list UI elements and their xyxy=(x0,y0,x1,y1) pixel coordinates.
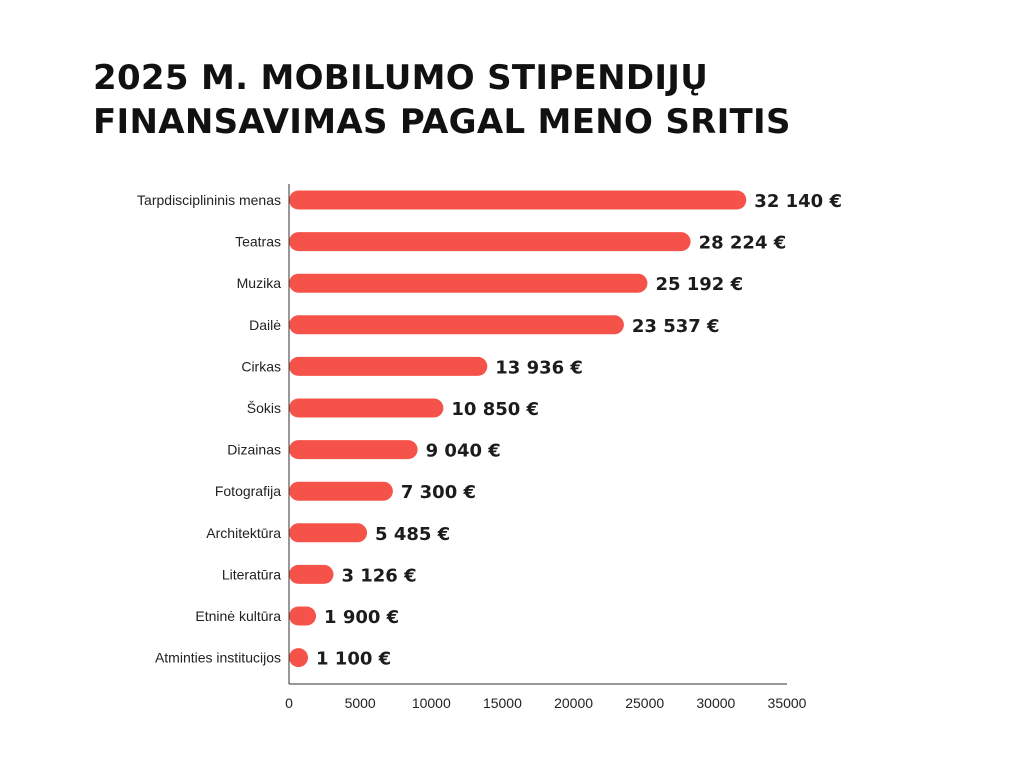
bar xyxy=(289,315,624,335)
bar xyxy=(289,398,444,418)
bar xyxy=(289,440,418,460)
bar xyxy=(289,481,393,501)
x-tick-label: 5000 xyxy=(345,695,376,711)
category-label: Atminties institucijos xyxy=(155,650,281,666)
bar xyxy=(289,190,747,210)
bars-layer xyxy=(289,190,747,668)
value-label: 9 040 € xyxy=(426,441,501,462)
value-label: 1 100 € xyxy=(316,649,391,670)
x-tick-label: 20000 xyxy=(554,695,593,711)
value-label: 13 936 € xyxy=(495,357,583,378)
category-label: Etninė kultūra xyxy=(195,608,281,624)
category-label: Dailė xyxy=(249,317,281,333)
category-label: Teatras xyxy=(235,234,281,250)
category-label: Cirkas xyxy=(241,358,281,374)
category-label: Literatūra xyxy=(222,566,281,582)
value-label: 7 300 € xyxy=(401,482,476,503)
value-label: 32 140 € xyxy=(754,191,842,212)
bar xyxy=(289,523,368,543)
x-tick-label: 25000 xyxy=(625,695,664,711)
value-label: 23 537 € xyxy=(632,316,720,337)
bar xyxy=(289,356,488,376)
value-label: 5 485 € xyxy=(375,524,450,545)
category-label: Fotografija xyxy=(215,483,281,499)
chart-title-line-1: 2025 M. MOBILUMO STIPENDIJŲ xyxy=(93,58,709,98)
x-tick-label: 10000 xyxy=(412,695,451,711)
value-label: 3 126 € xyxy=(341,565,416,586)
x-tick-label: 15000 xyxy=(483,695,522,711)
category-label: Architektūra xyxy=(206,525,281,541)
value-label: 1 900 € xyxy=(324,607,399,628)
bar xyxy=(289,648,308,668)
category-label: Dizainas xyxy=(227,442,281,458)
value-label: 25 192 € xyxy=(655,274,743,295)
labels-layer: Tarpdisciplininis menas 32 140 € Teatras 28… xyxy=(137,191,842,711)
bar xyxy=(289,273,648,293)
bar xyxy=(289,606,317,626)
x-tick-label: 30000 xyxy=(696,695,735,711)
category-label: Tarpdisciplininis menas xyxy=(137,192,281,208)
x-tick-label: 0 xyxy=(285,695,293,711)
chart-title-line-2: FINANSAVIMAS PAGAL MENO SRITIS xyxy=(93,102,791,142)
value-label: 28 224 € xyxy=(699,233,787,254)
category-label: Šokis xyxy=(247,400,281,416)
value-label: 10 850 € xyxy=(451,399,539,420)
category-label: Muzika xyxy=(237,275,282,291)
bar xyxy=(289,232,691,252)
axes-layer xyxy=(288,184,787,685)
bar xyxy=(289,564,334,584)
chart-title: 2025 M. MOBILUMO STIPENDIJŲ FINANSAVIMAS… xyxy=(93,56,791,144)
x-tick-label: 35000 xyxy=(768,695,807,711)
